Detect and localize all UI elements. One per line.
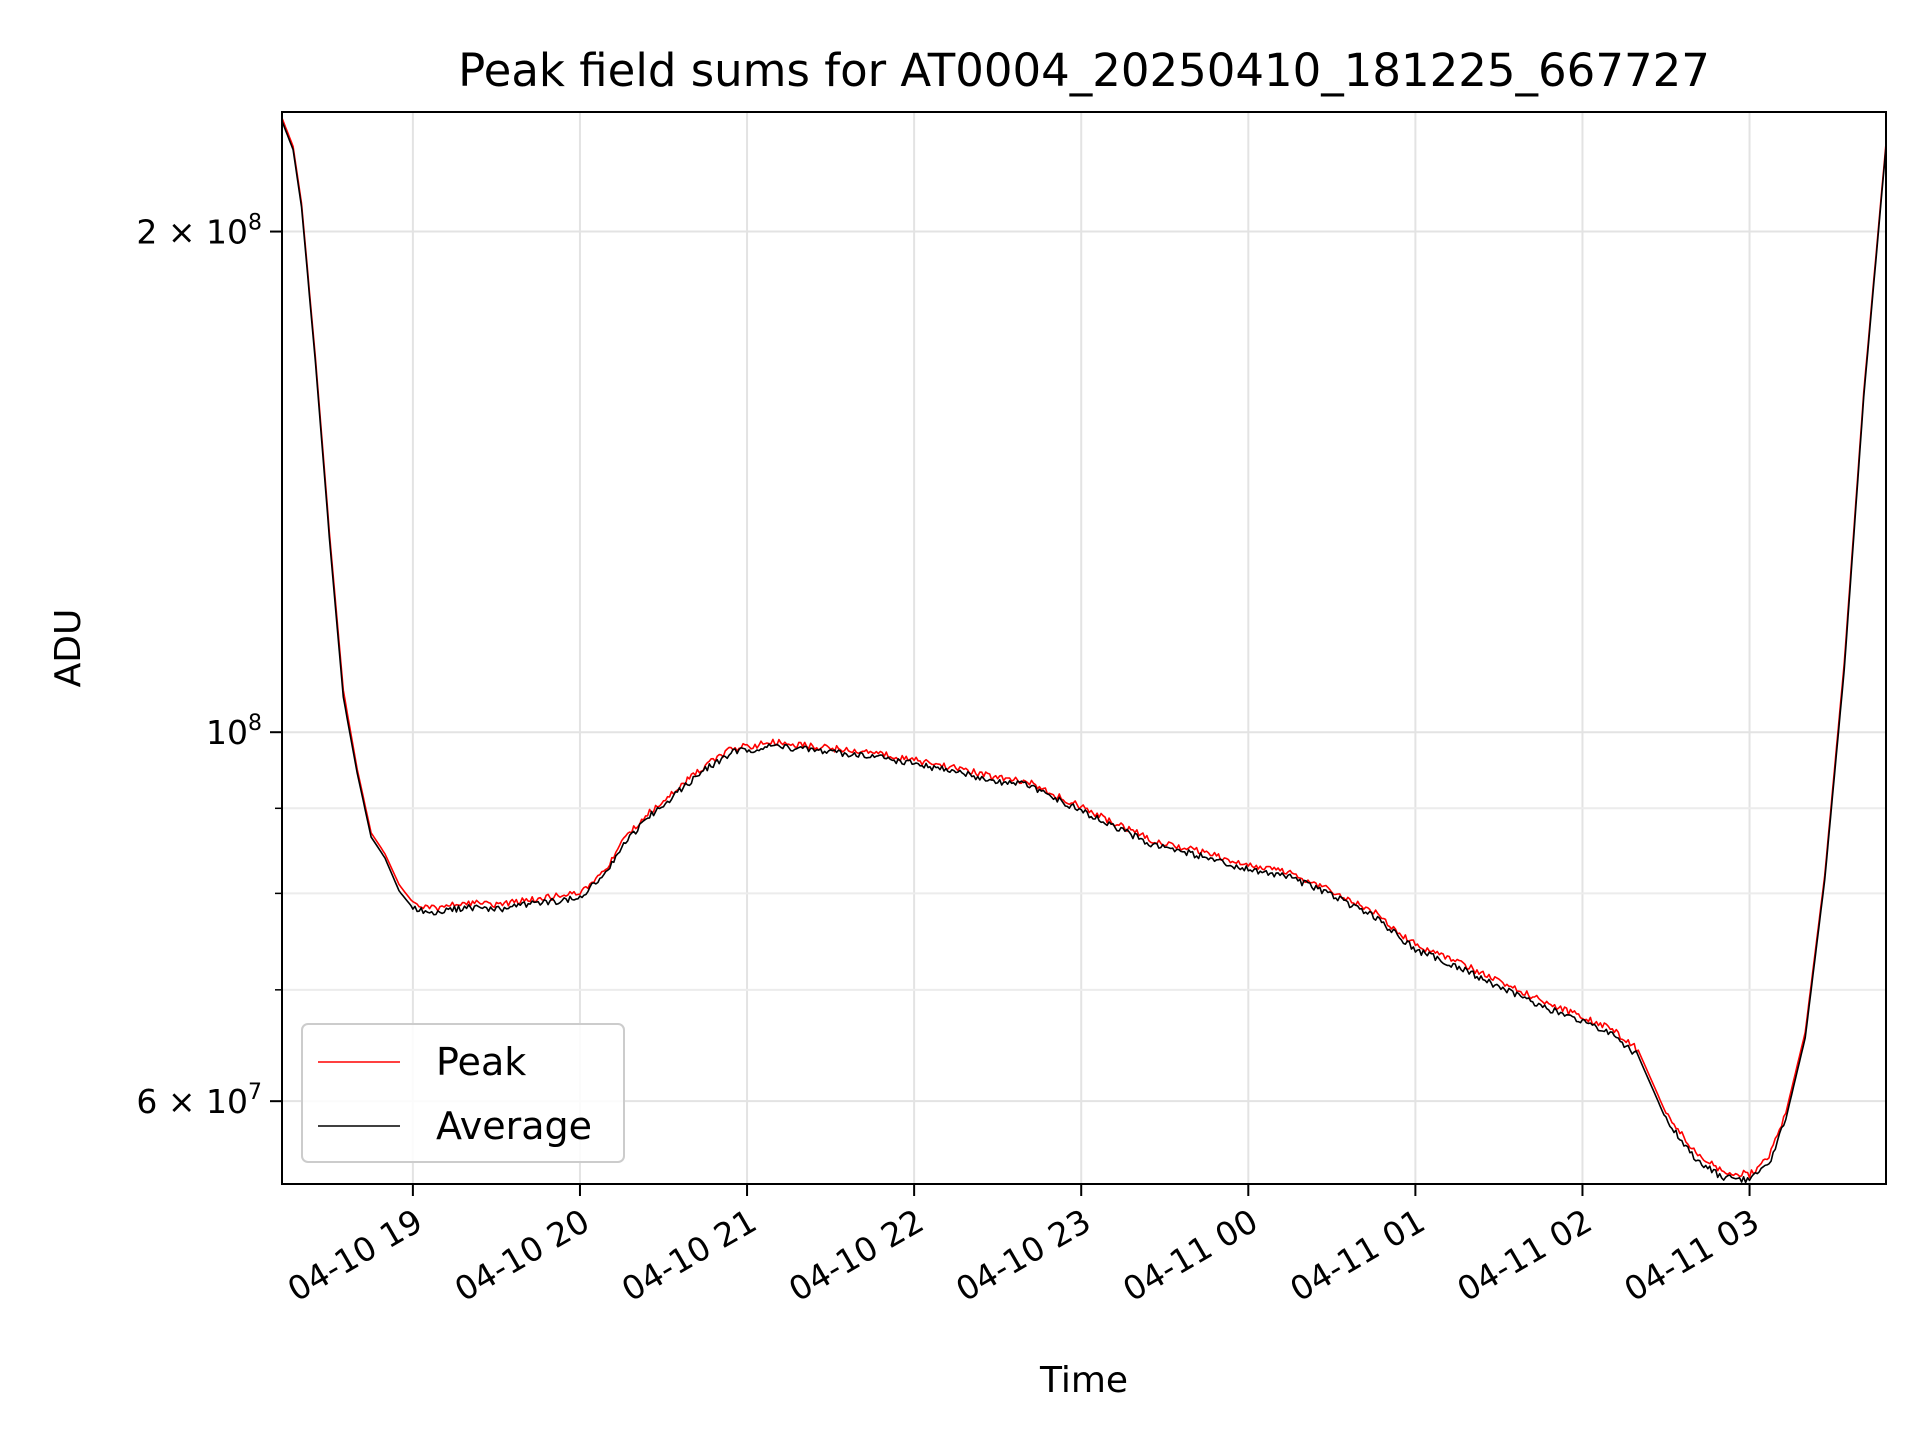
y-axis: 2 × 108 108 6 × 107 bbox=[136, 211, 282, 1121]
legend-label-average: Average bbox=[436, 1104, 592, 1148]
y-axis-title: ADU bbox=[48, 609, 89, 688]
legend-box bbox=[301, 1023, 625, 1163]
legend-label-peak: Peak bbox=[436, 1040, 526, 1084]
series-line-peak bbox=[281, 117, 1887, 1179]
y-tick-label: 6 × 107 bbox=[136, 1080, 262, 1121]
chart-title: Peak field sums for AT0004_20250410_1812… bbox=[458, 44, 1710, 97]
plot-frame bbox=[281, 111, 1887, 1185]
legend: Peak Average bbox=[301, 1023, 625, 1163]
y-tick-label: 2 × 108 bbox=[136, 211, 262, 252]
series-lines bbox=[281, 117, 1887, 1184]
series-line-average bbox=[281, 120, 1887, 1184]
y-tick-label: 108 bbox=[206, 711, 262, 752]
x-axis-title: Time bbox=[1039, 1360, 1128, 1401]
